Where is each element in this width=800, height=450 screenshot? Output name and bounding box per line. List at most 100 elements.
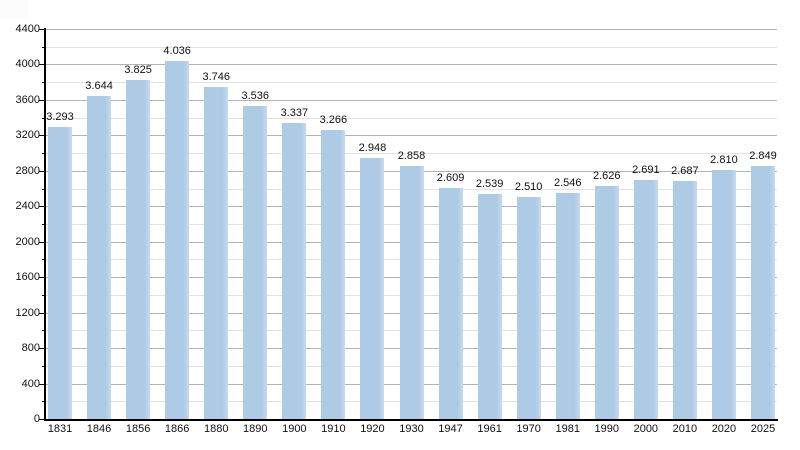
bar-value-label: 2.687 xyxy=(671,164,699,177)
y-axis-tick-minor xyxy=(42,117,46,119)
bar-1981 xyxy=(555,193,580,419)
y-axis-tick-minor xyxy=(42,46,46,48)
y-axis-tick-minor xyxy=(42,259,46,261)
bar-value-label: 3.746 xyxy=(202,70,230,83)
y-axis-tick-minor xyxy=(42,294,46,296)
y-axis-tick-minor xyxy=(42,401,46,403)
y-axis-label: 4000 xyxy=(15,58,40,71)
bar-1846 xyxy=(87,96,112,419)
y-axis-tick-major xyxy=(39,170,46,172)
bar-1930 xyxy=(399,165,424,419)
y-axis-tick-minor xyxy=(42,365,46,367)
bar-2010 xyxy=(672,180,697,419)
bar-value-label: 2.546 xyxy=(553,177,582,190)
bar-value-label: 3.337 xyxy=(280,107,309,120)
bar-value-label: 2.948 xyxy=(358,141,387,154)
bar-2020 xyxy=(711,169,736,419)
x-axis-label: 1981 xyxy=(555,423,580,435)
y-axis-tick-major xyxy=(39,348,46,350)
corner-artifact xyxy=(0,0,28,18)
bar-1910 xyxy=(321,129,346,419)
bar-value-label: 2.858 xyxy=(397,149,426,162)
gridline-major xyxy=(46,29,777,30)
bar-value-label: 3.825 xyxy=(124,63,152,76)
x-axis-label: 1920 xyxy=(360,423,385,435)
x-axis-label: 1930 xyxy=(399,423,424,435)
bar-1970 xyxy=(516,196,541,419)
gridline-major xyxy=(46,99,777,101)
x-axis-label: 1947 xyxy=(438,423,463,435)
y-axis-label: 3600 xyxy=(15,93,40,106)
bar-2000 xyxy=(633,180,658,419)
bar-1866 xyxy=(165,61,190,419)
bar-value-label: 2.849 xyxy=(749,150,777,163)
bar-value-label: 2.691 xyxy=(632,164,660,177)
bar-value-label: 2.810 xyxy=(710,153,738,166)
bar-1831 xyxy=(48,127,72,419)
y-axis-tick-minor xyxy=(42,188,46,190)
x-axis-label: 1866 xyxy=(164,423,190,435)
y-axis-tick-major xyxy=(39,419,46,420)
x-axis-label: 2025 xyxy=(750,423,776,435)
bar-1990 xyxy=(594,186,619,419)
gridline-minor xyxy=(46,153,777,155)
x-axis-label: 1880 xyxy=(203,423,229,435)
y-axis-label: 0 xyxy=(33,413,40,425)
gridline-major xyxy=(46,135,777,137)
y-axis-label: 4400 xyxy=(15,23,40,35)
bar-1900 xyxy=(282,123,307,419)
bar-2025 xyxy=(751,166,775,419)
y-axis-label: 2000 xyxy=(15,235,40,248)
x-axis-label: 2000 xyxy=(633,423,659,435)
y-axis-label: 800 xyxy=(21,342,40,355)
y-axis-label: 2400 xyxy=(15,200,40,213)
y-axis-tick-minor xyxy=(42,224,46,225)
bar-1947 xyxy=(438,187,463,419)
y-axis-tick-major xyxy=(39,29,46,30)
x-axis-label: 1890 xyxy=(243,423,268,435)
gridline-minor xyxy=(46,46,777,48)
x-axis-label: 2010 xyxy=(672,423,698,435)
y-axis-label: 2800 xyxy=(15,164,40,177)
bar-value-label: 2.626 xyxy=(593,170,621,183)
bar-value-label: 2.609 xyxy=(436,171,465,184)
y-axis-tick-minor xyxy=(42,153,46,155)
x-axis-label: 1990 xyxy=(594,423,619,435)
y-axis-tick-major xyxy=(39,64,46,66)
x-axis-label: 1910 xyxy=(321,423,346,435)
y-axis-tick-major xyxy=(39,206,46,208)
bar-value-label: 4.036 xyxy=(163,45,191,58)
bar-value-label: 2.510 xyxy=(514,180,543,193)
bar-value-label: 2.539 xyxy=(475,177,504,190)
y-axis-tick-major xyxy=(39,135,46,137)
y-axis-tick-major xyxy=(39,241,46,243)
gridline-minor xyxy=(46,117,777,119)
y-axis-label: 3200 xyxy=(15,129,40,142)
x-axis-label: 1970 xyxy=(516,423,541,435)
bar-value-label: 3.644 xyxy=(85,80,113,92)
y-axis-label: 1600 xyxy=(15,271,40,284)
y-axis-tick-major xyxy=(39,383,46,385)
x-axis-label: 1900 xyxy=(282,423,307,435)
gridline-minor xyxy=(46,82,777,84)
bar-1920 xyxy=(360,157,385,419)
x-axis-label: 1846 xyxy=(86,423,112,435)
x-axis-line xyxy=(44,419,778,421)
y-axis-tick-major xyxy=(39,312,46,314)
bar-1856 xyxy=(126,79,151,419)
bar-value-label: 3.536 xyxy=(241,89,270,102)
bar-value-label: 3.293 xyxy=(46,111,74,124)
y-axis-tick-major xyxy=(39,99,46,101)
y-axis-label: 400 xyxy=(21,377,40,390)
x-axis-label: 1856 xyxy=(125,423,151,435)
bar-1880 xyxy=(204,86,229,419)
y-axis-tick-minor xyxy=(42,330,46,332)
y-axis-tick-minor xyxy=(42,82,46,84)
y-axis-label: 1200 xyxy=(15,306,40,319)
gridline-major xyxy=(46,64,777,66)
bar-1961 xyxy=(477,193,502,419)
x-axis-label: 2020 xyxy=(711,423,737,435)
y-axis-tick-major xyxy=(39,277,46,279)
bar-1890 xyxy=(243,105,268,419)
